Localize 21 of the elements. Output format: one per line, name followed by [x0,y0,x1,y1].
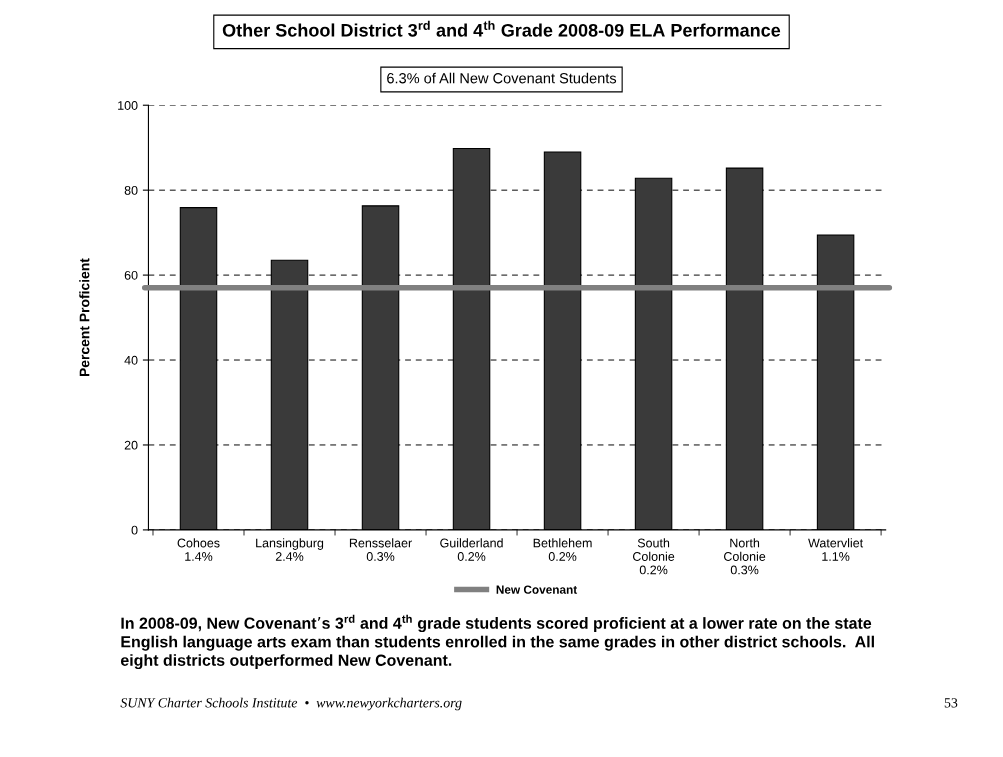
x-tick-label: Rensselaer 0.3% [349,538,412,561]
x-tick-label: North Colonie 0.3% [724,538,766,575]
x-tick-label: South Colonie 0.2% [633,538,675,575]
chart-title: Other School District 3$^{rd}$ and 4$^{th}$ Grade 2008-09 ELA Performance [222,20,781,37]
y-axis-title: Percent Proficient [79,258,90,377]
x-tick-label: Watervliet 1.1% [808,538,864,561]
y-tick-label: 60 [124,270,138,280]
y-tick-label: 80 [124,185,138,195]
chart-subtitle: 6.3% of All New Covenant Students [387,72,617,84]
x-tick-label: Lansingburg 2.4% [256,538,324,561]
y-tick-label: 100 [118,101,138,110]
x-tick-label: Guilderland 0.2% [440,538,503,561]
x-tick-label: Bethlehem 0.2% [533,538,592,561]
text: 53 [944,698,958,708]
y-tick-label: 40 [124,355,138,365]
legend-label: New Covenant [496,585,578,594]
x-tick-label: Cohoes 1.4% [177,538,220,561]
text: In 2008-09, New Covenant’s 3$^{rd}$ and 4$^{th}$ grade students scored proficient at a lower rate on the state English language arts exam than students enrolled in the same grades in other district schools. All eight districts outperformed New Covenant. [120,614,874,670]
y-tick-label: 0 [131,525,138,535]
text: SUNY Charter Schools Institute • www.newyorkcharters.org [120,697,462,711]
y-tick-label: 20 [124,440,138,450]
